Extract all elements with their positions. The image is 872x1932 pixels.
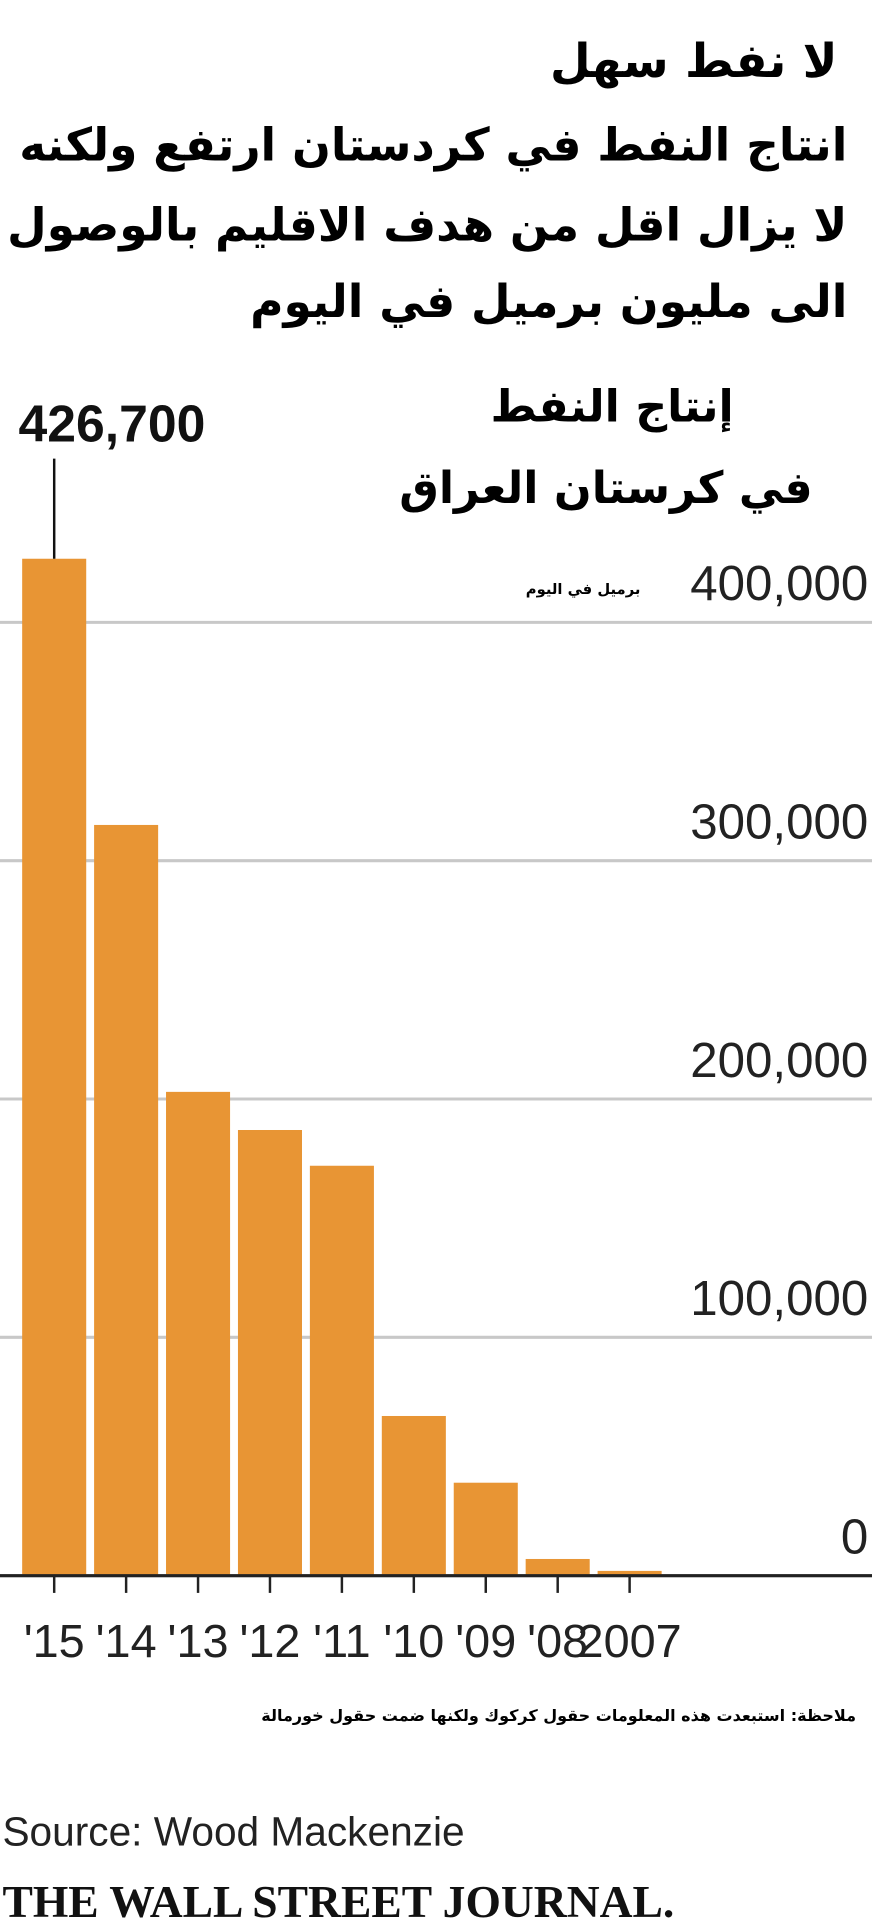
- bar: [525, 1558, 590, 1576]
- bar: [309, 1165, 374, 1576]
- x-tick-label: '12: [239, 1615, 300, 1667]
- x-tick-label: '11: [313, 1615, 371, 1667]
- x-tick-label: '13: [168, 1615, 229, 1667]
- x-tick-label: '08: [527, 1615, 588, 1667]
- note: ملاحظة: استبعدت هذه المعلومات حقول كركوك…: [261, 1706, 856, 1725]
- y-tick-label: 200,000: [690, 1033, 868, 1088]
- value-label: 426,700: [18, 394, 205, 452]
- bar: [453, 1482, 518, 1576]
- subtitle: الى مليون برميل في اليوم: [250, 275, 847, 328]
- x-tick-label: 2007: [578, 1615, 682, 1667]
- x-tick-label: '09: [455, 1615, 516, 1667]
- bar: [94, 824, 159, 1576]
- x-tick-label: '10: [383, 1615, 444, 1667]
- unit-label: برميل في اليوم: [526, 581, 641, 598]
- subtitle: لا يزال اقل من هدف الاقليم بالوصول: [7, 199, 847, 252]
- x-tick-label: '14: [96, 1615, 157, 1667]
- publisher: THE WALL STREET JOURNAL.: [2, 1876, 674, 1927]
- chart-label: في كرستان العراق: [399, 463, 813, 514]
- source: Source: Wood Mackenzie: [2, 1808, 464, 1854]
- bar: [166, 1091, 231, 1576]
- bar: [237, 1129, 302, 1576]
- y-tick-label: 0: [841, 1509, 868, 1564]
- x-tick-label: '15: [24, 1615, 85, 1667]
- y-tick-label: 100,000: [690, 1271, 868, 1326]
- bar: [22, 558, 87, 1576]
- y-tick-label: 300,000: [690, 795, 868, 850]
- bar: [597, 1570, 662, 1576]
- chart-label: إنتاج النفط: [490, 382, 733, 433]
- bar: [381, 1415, 446, 1576]
- subtitle: انتاج النفط في كردستان ارتفع ولكنه: [19, 119, 847, 172]
- title: لا نفط سهل: [550, 35, 837, 89]
- y-tick-label: 400,000: [690, 556, 868, 611]
